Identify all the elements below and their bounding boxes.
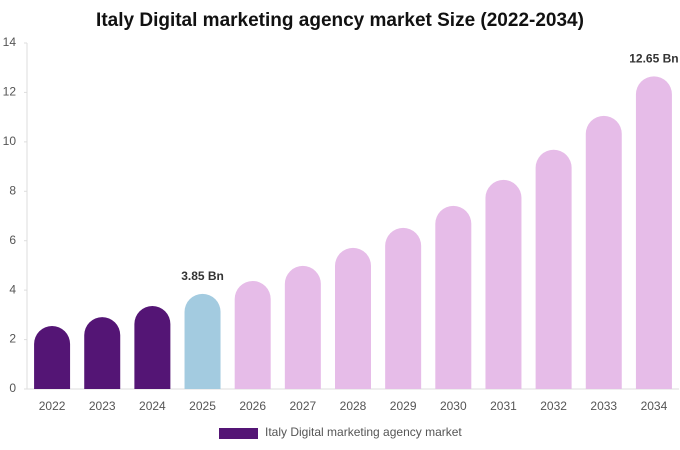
value-label: 12.65 Bn	[629, 52, 678, 66]
y-tick-label: 10	[3, 134, 17, 148]
y-tick-label: 6	[9, 233, 16, 247]
x-tick-label: 2029	[390, 399, 417, 413]
bar	[134, 305, 171, 389]
bar	[184, 293, 221, 389]
x-tick-label: 2025	[189, 399, 216, 413]
bar	[385, 227, 422, 389]
y-tick-label: 2	[9, 332, 16, 346]
legend-swatch	[219, 428, 258, 439]
bar	[435, 205, 472, 389]
bar	[234, 280, 271, 389]
x-tick-label: 2033	[590, 399, 617, 413]
chart-title: Italy Digital marketing agency market Si…	[96, 10, 584, 31]
bar	[535, 149, 572, 389]
bar	[84, 317, 121, 389]
bar	[335, 247, 371, 389]
bar	[34, 325, 71, 389]
bar	[635, 76, 672, 390]
x-tick-label: 2022	[39, 399, 66, 413]
x-tick-label: 2024	[139, 399, 166, 413]
value-label: 3.85 Bn	[181, 269, 224, 283]
y-tick-label: 14	[3, 35, 17, 49]
x-tick-label: 2034	[641, 399, 668, 413]
bar	[284, 265, 321, 389]
x-tick-label: 2023	[89, 399, 116, 413]
x-tick-label: 2027	[289, 399, 316, 413]
legend-label: Italy Digital marketing agency market	[265, 425, 462, 439]
x-tick-label: 2028	[340, 399, 367, 413]
bar	[485, 179, 522, 389]
y-tick-label: 12	[3, 85, 17, 99]
bar	[585, 115, 622, 389]
y-tick-label: 0	[9, 381, 16, 395]
x-tick-label: 2032	[540, 399, 567, 413]
x-tick-label: 2026	[239, 399, 266, 413]
x-tick-label: 2031	[490, 399, 517, 413]
y-tick-label: 4	[9, 282, 16, 296]
y-tick-label: 8	[9, 183, 16, 197]
x-tick-label: 2030	[440, 399, 467, 413]
